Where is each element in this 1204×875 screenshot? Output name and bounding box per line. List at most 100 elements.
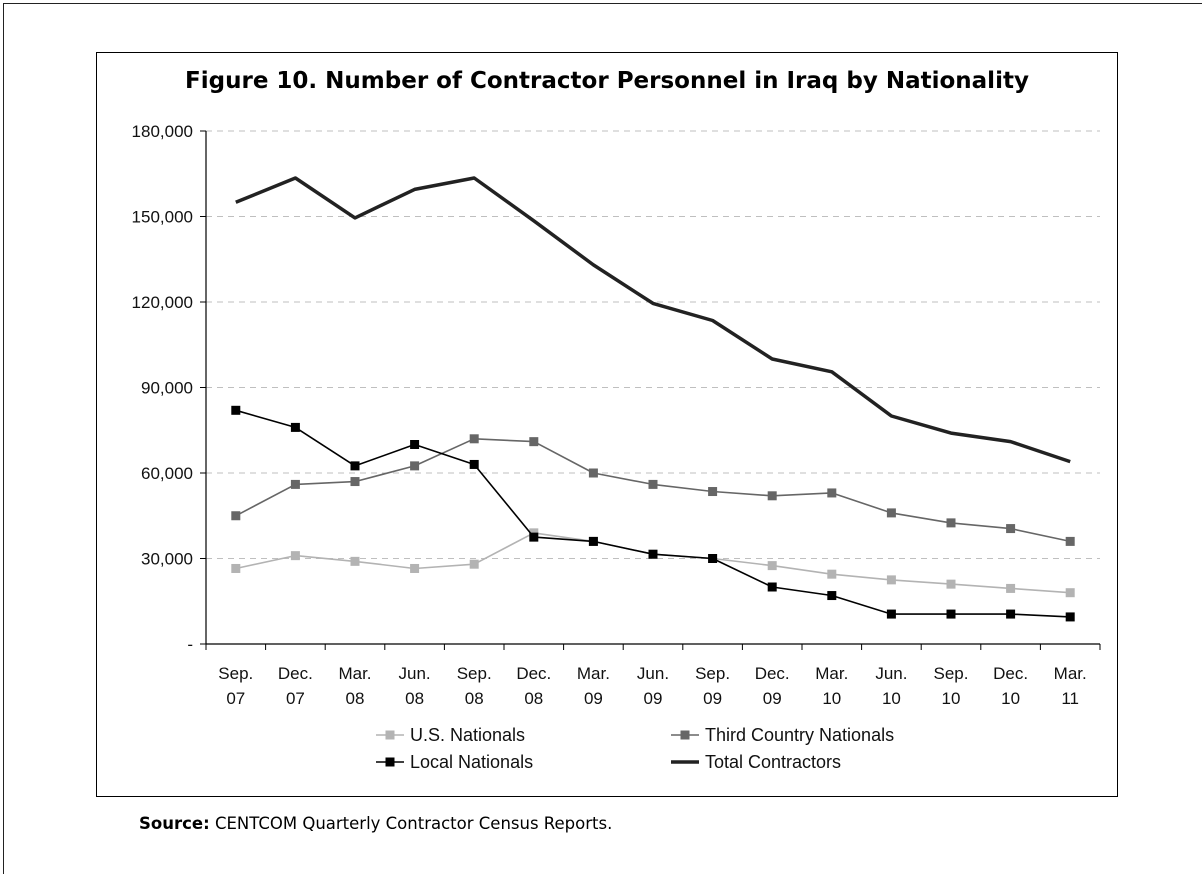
data-point-third-country-nationals bbox=[588, 468, 598, 478]
data-point-local-nationals bbox=[529, 532, 539, 542]
data-point-third-country-nationals bbox=[350, 477, 360, 487]
x-tick-label-year: 08 bbox=[465, 689, 484, 708]
x-tick-label-year: 08 bbox=[405, 689, 424, 708]
data-point-local-nationals bbox=[767, 582, 777, 592]
data-point-third-country-nationals bbox=[946, 518, 956, 528]
data-point-local-nationals bbox=[827, 591, 837, 601]
source-label: Source: bbox=[139, 814, 210, 833]
x-tick-label: Dec. bbox=[755, 664, 790, 683]
data-point-local-nationals bbox=[350, 461, 360, 471]
x-tick-label: Jun. bbox=[637, 664, 669, 683]
legend: U.S. Nationals Third Country Nationals Loc… bbox=[376, 725, 894, 772]
data-point-third-country-nationals bbox=[1065, 536, 1075, 546]
data-point-third-country-nationals bbox=[767, 491, 777, 501]
data-point-third-country-nationals bbox=[708, 487, 718, 497]
chart-title: Figure 10. Number of Contractor Personne… bbox=[185, 68, 1029, 94]
x-axis-ticks: Sep. 07 Dec. 07 Mar. 08 Jun. 08 Sep. 08 Dec. 08 Mar.… bbox=[205, 644, 1101, 708]
y-tick-label: 120,000 bbox=[132, 293, 193, 312]
data-point-third-country-nationals bbox=[529, 437, 539, 447]
series-line-total-contractors bbox=[235, 176, 1071, 464]
data-point-local-nationals bbox=[648, 549, 658, 559]
legend-swatch-marker bbox=[680, 730, 690, 740]
y-tick-label: 60,000 bbox=[141, 464, 193, 483]
x-tick-label-year: 09 bbox=[763, 689, 782, 708]
series-total-contractors bbox=[235, 176, 1071, 464]
legend-item-local-nationals: Local Nationals bbox=[376, 752, 533, 772]
y-tick-label: - bbox=[187, 635, 193, 654]
x-tick-label: Sep. bbox=[695, 664, 730, 683]
x-tick-label-year: 10 bbox=[1001, 689, 1020, 708]
data-point-third-country-nationals bbox=[827, 488, 837, 498]
series-line-local-nationals bbox=[235, 409, 1071, 618]
x-tick-label: Dec. bbox=[993, 664, 1028, 683]
y-tick-label: 150,000 bbox=[132, 208, 193, 227]
legend-label: U.S. Nationals bbox=[410, 725, 525, 745]
series-third-country-nationals bbox=[231, 434, 1075, 546]
legend-label: Total Contractors bbox=[705, 752, 841, 772]
data-point-u-s-nationals bbox=[290, 551, 300, 561]
x-tick-label-year: 09 bbox=[644, 689, 663, 708]
x-tick-label: Sep. bbox=[218, 664, 253, 683]
data-point-u-s-nationals bbox=[1065, 588, 1075, 598]
legend-label: Local Nationals bbox=[410, 752, 533, 772]
data-point-local-nationals bbox=[946, 609, 956, 619]
source-text: CENTCOM Quarterly Contractor Census Repo… bbox=[214, 814, 613, 833]
data-point-local-nationals bbox=[886, 609, 896, 619]
x-tick-label-year: 10 bbox=[822, 689, 841, 708]
data-point-u-s-nationals bbox=[827, 569, 837, 579]
x-tick-label-year: 09 bbox=[703, 689, 722, 708]
data-point-third-country-nationals bbox=[469, 434, 479, 444]
series-local-nationals bbox=[231, 405, 1075, 622]
x-tick-label: Mar. bbox=[815, 664, 848, 683]
x-tick-label: Mar. bbox=[1054, 664, 1087, 683]
legend-item-u-s-nationals: U.S. Nationals bbox=[376, 725, 525, 745]
data-point-local-nationals bbox=[290, 422, 300, 432]
data-point-local-nationals bbox=[588, 536, 598, 546]
x-tick-label-year: 07 bbox=[226, 689, 245, 708]
data-point-local-nationals bbox=[410, 440, 420, 449]
series-line-third-country-nationals bbox=[235, 437, 1071, 543]
legend-item-third-country-nationals: Third Country Nationals bbox=[671, 725, 894, 745]
page-frame bbox=[3, 3, 1202, 874]
y-tick-label: 30,000 bbox=[141, 550, 193, 569]
y-tick-label: 90,000 bbox=[141, 379, 193, 398]
legend-swatch-marker bbox=[385, 757, 395, 767]
series-line-u-s-nationals bbox=[235, 532, 1071, 594]
data-point-third-country-nationals bbox=[290, 479, 300, 489]
series-u-s-nationals bbox=[231, 528, 1075, 598]
chart-frame bbox=[96, 52, 1118, 797]
data-point-u-s-nationals bbox=[410, 563, 420, 573]
data-point-third-country-nationals bbox=[231, 511, 241, 521]
legend-item-total-contractors: Total Contractors bbox=[671, 752, 841, 772]
x-tick-label-year: 08 bbox=[524, 689, 543, 708]
data-point-third-country-nationals bbox=[648, 479, 658, 489]
x-tick-label: Mar. bbox=[577, 664, 610, 683]
data-point-local-nationals bbox=[1065, 612, 1075, 622]
data-point-third-country-nationals bbox=[410, 461, 420, 471]
data-point-u-s-nationals bbox=[469, 559, 479, 569]
x-tick-label: Jun. bbox=[399, 664, 431, 683]
x-tick-label-year: 11 bbox=[1061, 689, 1079, 708]
x-tick-label-year: 07 bbox=[286, 689, 305, 708]
data-point-local-nationals bbox=[1006, 609, 1016, 619]
y-tick-label: 180,000 bbox=[132, 122, 193, 141]
data-point-u-s-nationals bbox=[231, 563, 241, 573]
x-tick-label-year: 08 bbox=[346, 689, 365, 708]
x-tick-label-year: 09 bbox=[584, 689, 603, 708]
y-axis-ticks: - 30,000 60,000 90,000 120,000 150,000 180,000 bbox=[132, 122, 206, 654]
data-point-u-s-nationals bbox=[350, 556, 360, 566]
data-point-u-s-nationals bbox=[767, 561, 777, 571]
x-tick-label: Dec. bbox=[278, 664, 313, 683]
x-tick-label: Jun. bbox=[875, 664, 907, 683]
x-tick-label-year: 10 bbox=[942, 689, 961, 708]
data-point-u-s-nationals bbox=[946, 579, 956, 589]
x-tick-label: Sep. bbox=[934, 664, 969, 683]
series-group bbox=[231, 176, 1075, 622]
x-tick-label: Sep. bbox=[457, 664, 492, 683]
data-point-local-nationals bbox=[469, 459, 479, 469]
data-point-local-nationals bbox=[231, 405, 241, 415]
data-point-local-nationals bbox=[708, 554, 718, 563]
legend-swatch-marker bbox=[385, 730, 395, 740]
data-point-u-s-nationals bbox=[886, 575, 896, 585]
